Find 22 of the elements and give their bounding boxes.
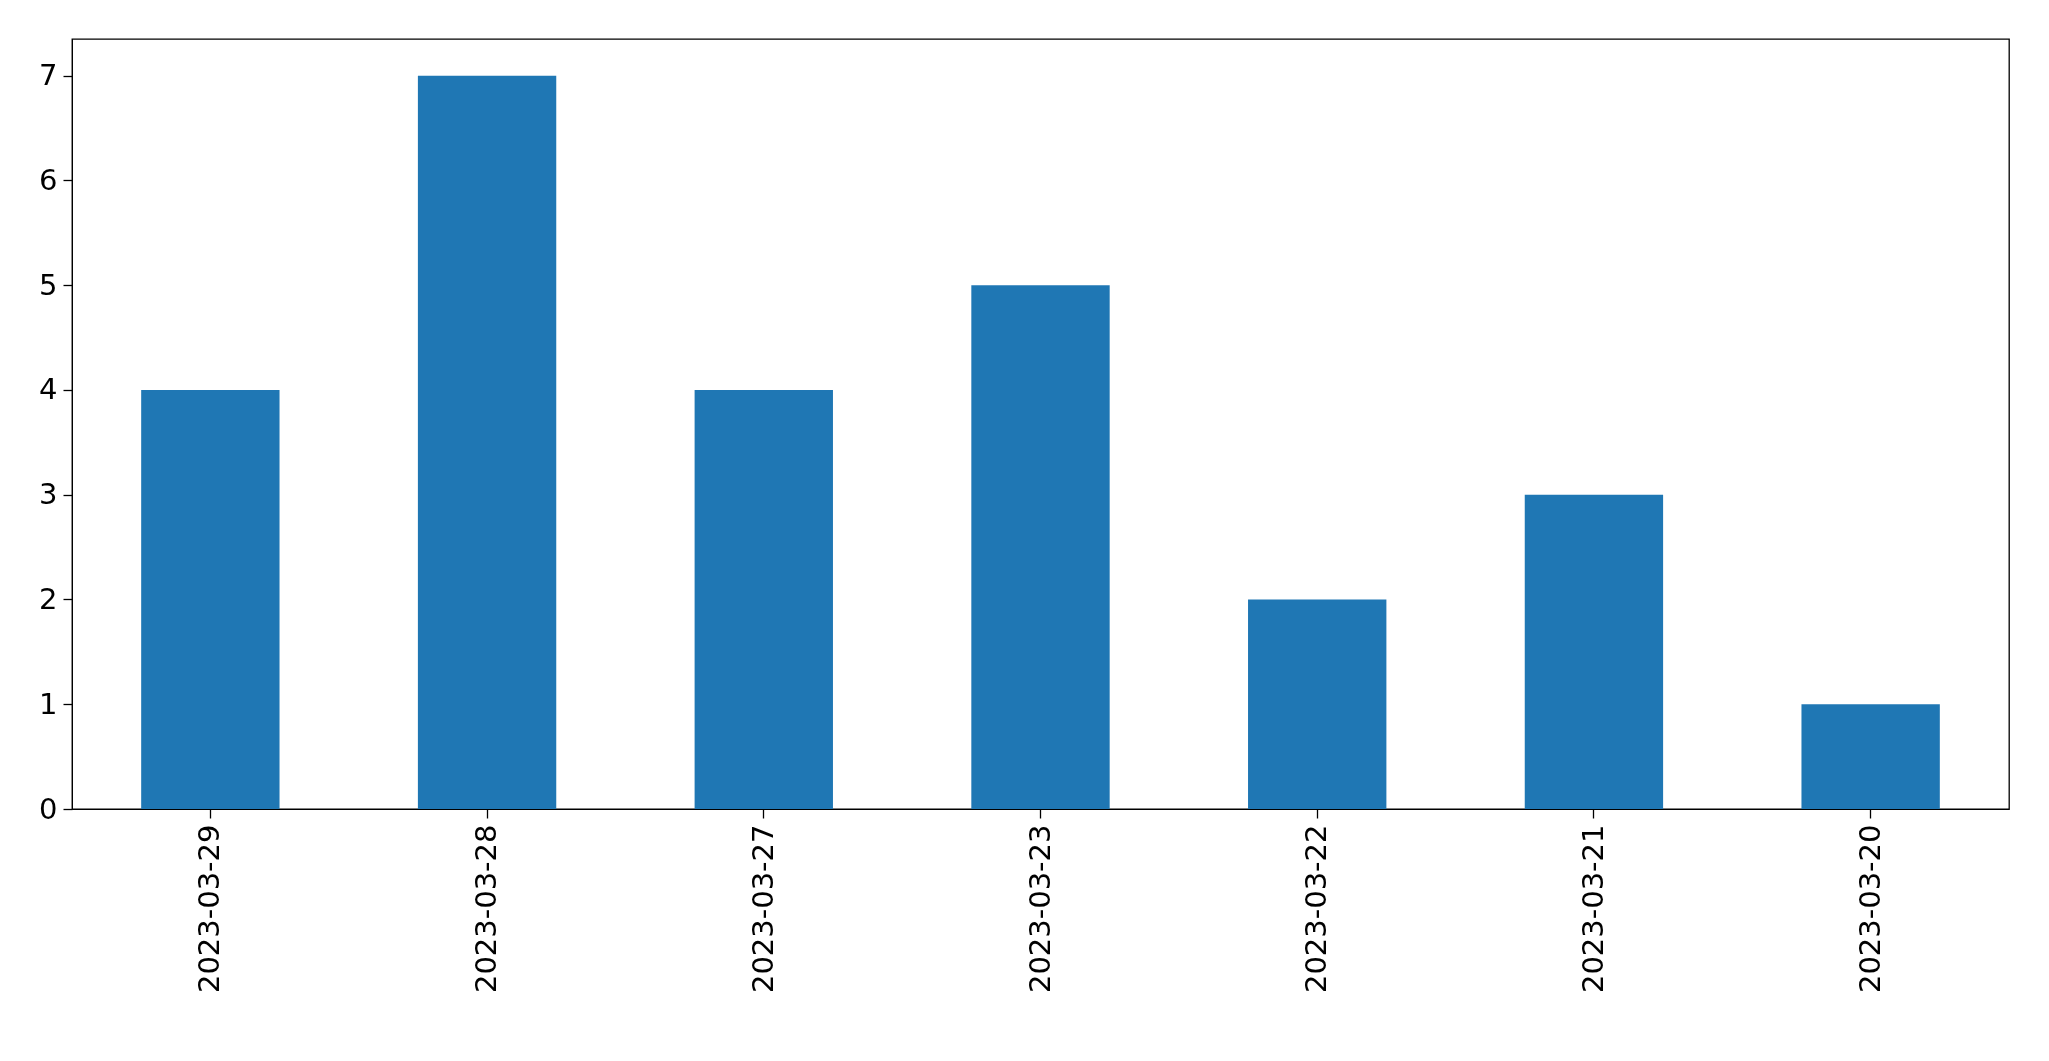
bar: [1801, 704, 1940, 809]
x-tick-label: 2023-03-22: [1299, 824, 1334, 994]
x-tick-label: 2023-03-21: [1575, 824, 1610, 994]
y-tick-label: 2: [39, 581, 58, 616]
bar: [417, 75, 557, 809]
y-tick-label: 0: [39, 791, 58, 826]
y-tick-label: 5: [39, 267, 58, 302]
x-tick-label: 2023-03-29: [192, 824, 227, 994]
bar: [694, 389, 833, 809]
x-tick-label: 2023-03-27: [745, 824, 780, 994]
x-tick-label: 2023-03-28: [469, 824, 504, 994]
y-tick-label: 6: [39, 162, 58, 197]
bar: [1248, 599, 1387, 809]
x-tick-label: 2023-03-23: [1022, 824, 1057, 994]
y-tick-label: 3: [39, 477, 58, 512]
x-tick-label: 2023-03-20: [1852, 824, 1887, 994]
bar: [1524, 494, 1664, 809]
bar: [141, 389, 280, 809]
y-tick-label: 4: [39, 372, 58, 407]
bar: [971, 285, 1110, 809]
y-tick-label: 1: [39, 686, 58, 721]
y-tick-label: 7: [39, 58, 58, 93]
